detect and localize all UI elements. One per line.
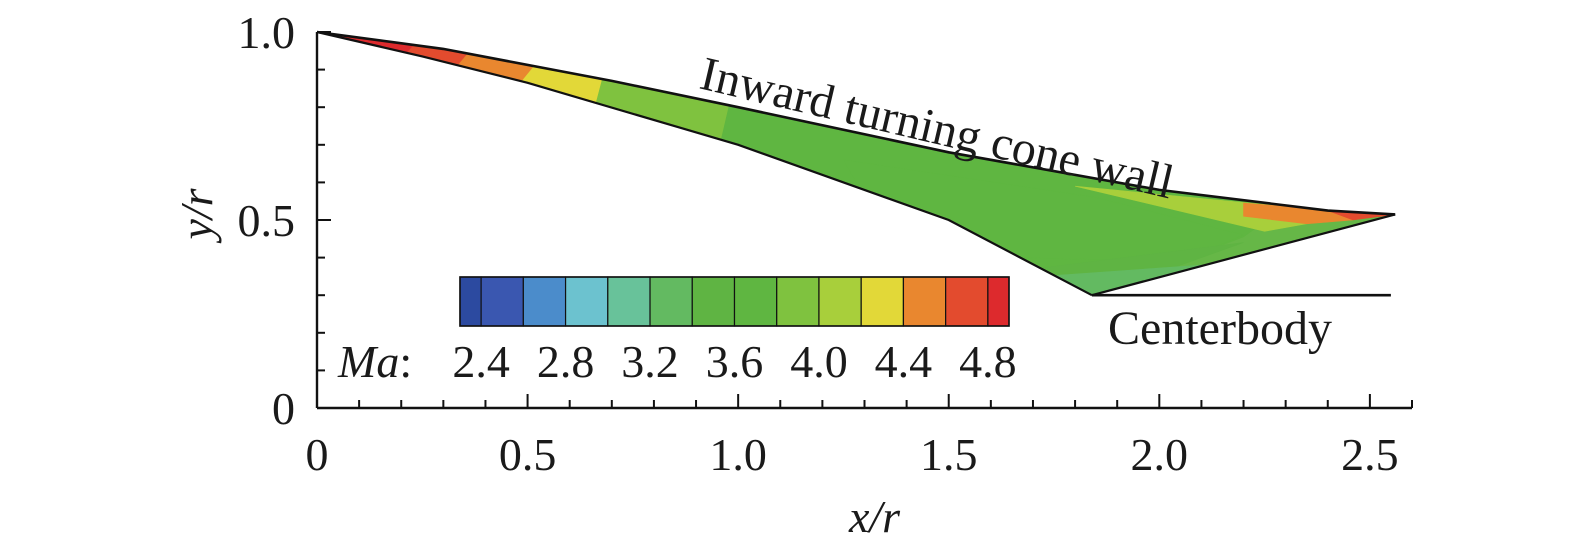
y-axis-title: y/r: [171, 187, 222, 243]
y-tick-label: 1.0: [238, 7, 296, 58]
colorbar-tick-label: 4.8: [959, 336, 1017, 387]
field-layer: [317, 32, 1396, 296]
colorbar-tick-label: 3.6: [706, 336, 764, 387]
colorbar-swatch: [902, 276, 947, 327]
colorbar-swatch: [776, 276, 820, 327]
colorbar-label-colon: :: [399, 336, 412, 387]
colorbar-swatch: [564, 276, 609, 327]
annotation-centerbody: Centerbody: [1108, 302, 1332, 355]
colorbar-label-symbol: Ma: [337, 336, 399, 387]
colorbar-swatch: [607, 276, 651, 327]
x-axis-title: x/r: [848, 491, 901, 542]
x-tick-label: 0: [306, 429, 329, 480]
colorbar-swatch: [480, 276, 524, 327]
reflected-shock-line: [1091, 213, 1396, 297]
colorbar-tick-label: 4.0: [790, 336, 848, 387]
x-tick-label: 2.5: [1341, 429, 1399, 480]
colorbar-swatch: [459, 276, 482, 327]
y-tick-label: 0.5: [238, 195, 296, 246]
axes-layer: 0 0.5 1.0 1.5 2.0 2.5 0 0.5 1.0 x/r y/r: [171, 7, 1413, 542]
x-tick-label: 2.0: [1131, 429, 1189, 480]
colorbar-swatch: [860, 276, 905, 327]
colorbar-tick-label: 4.4: [875, 336, 933, 387]
colorbar-tick-label: 3.2: [621, 336, 679, 387]
y-tick-label: 0: [272, 383, 295, 434]
x-tick-label: 0.5: [499, 429, 557, 480]
inner-boundary-line: [316, 30, 1093, 297]
cone-wall-line: [316, 30, 1396, 216]
colorbar-tick-label: 2.8: [537, 336, 595, 387]
colorbar-swatch: [522, 276, 567, 327]
colorbar-swatch: [818, 276, 862, 327]
colorbar-frame: [459, 276, 1010, 327]
colorbar-label: Ma:: [337, 336, 412, 387]
colorbar-layer: Ma: 2.4 2.8 3.2 3.6 4.0 4.4 4.8: [337, 276, 1017, 387]
x-tick-label: 1.5: [920, 429, 978, 480]
colorbar-swatch: [649, 276, 693, 327]
colorbar-swatch: [987, 276, 1010, 327]
x-tick-label: 1.0: [709, 429, 767, 480]
colorbar-tick-label: 2.4: [452, 336, 510, 387]
colorbar-swatch: [733, 276, 778, 327]
contour-region-shock-post-2: [1213, 272, 1286, 296]
boundary-layer: [316, 30, 1396, 297]
colorbar-swatch: [945, 276, 989, 327]
colorbar-swatch: [691, 276, 736, 327]
